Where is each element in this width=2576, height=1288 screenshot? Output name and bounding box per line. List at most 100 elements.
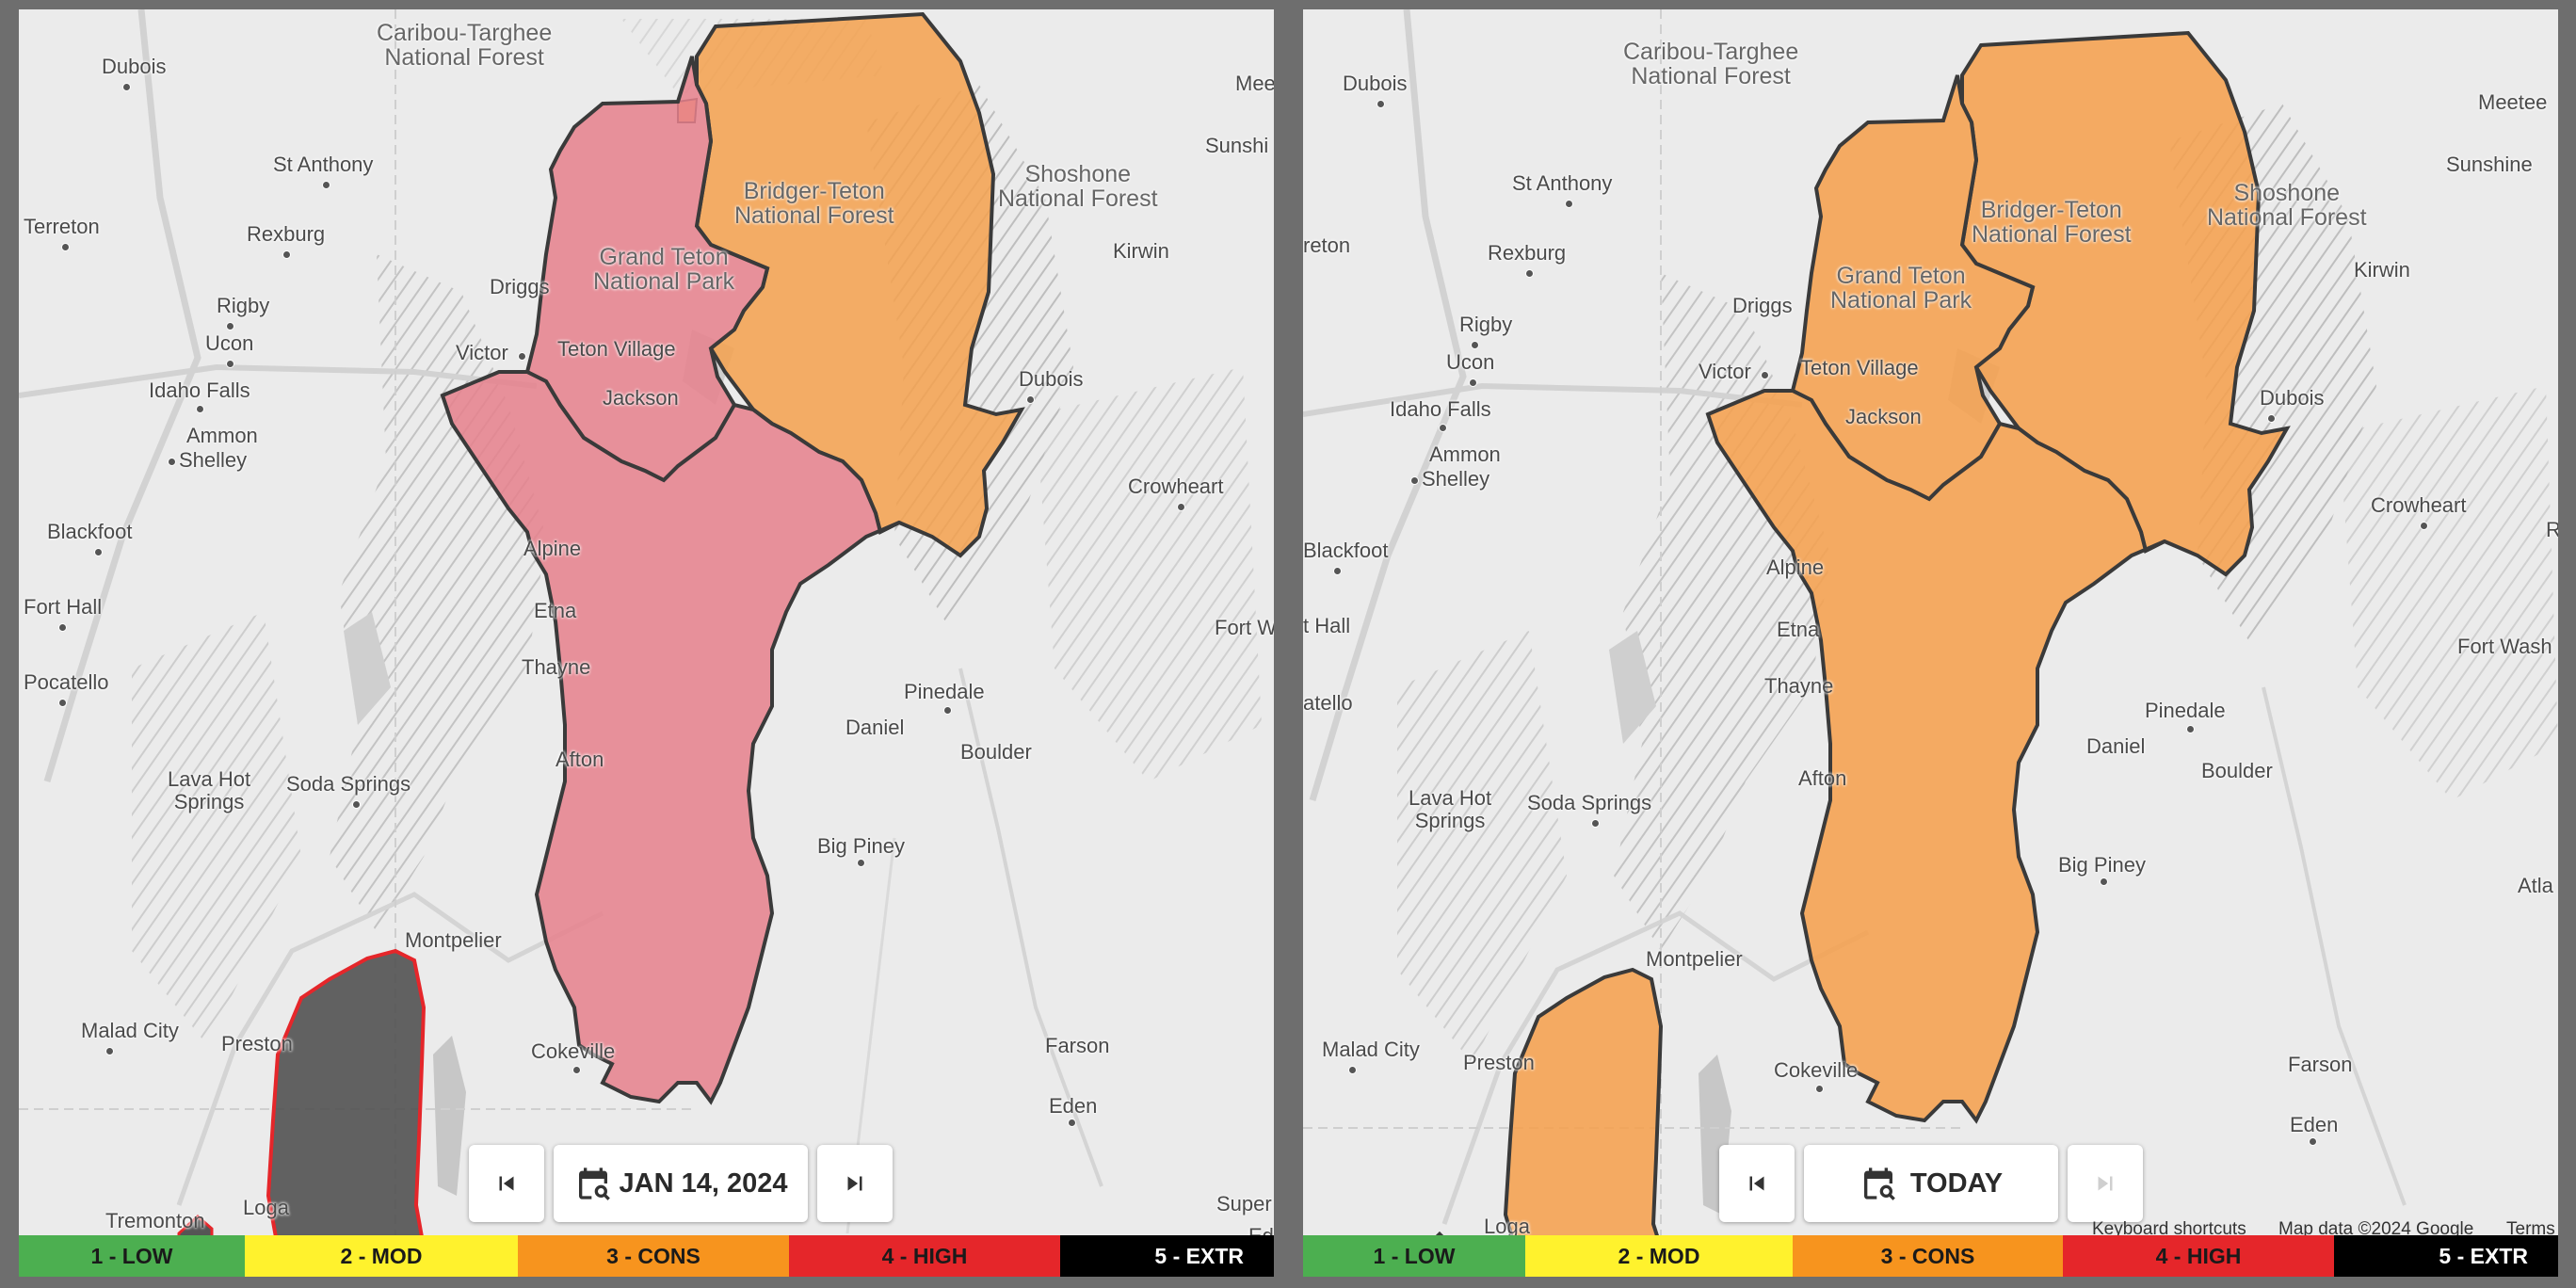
town-dot — [226, 360, 234, 368]
town-label: Eden — [2290, 1113, 2339, 1136]
town-label: Rexburg — [247, 222, 326, 246]
town-dot — [572, 1066, 581, 1074]
town-label: Kirwin — [2354, 258, 2410, 282]
terms-link[interactable]: Terms — [2506, 1219, 2555, 1239]
map-canvas[interactable] — [1303, 9, 2558, 1248]
town-dot — [105, 1047, 114, 1055]
skip-next-icon — [2098, 1176, 2113, 1191]
town-label: Cokeville — [531, 1039, 616, 1063]
calendar-search-icon — [578, 1167, 610, 1200]
town-dot — [1410, 476, 1419, 485]
town-label: Kirwin — [1113, 239, 1169, 263]
town-label: Blackfoot — [47, 520, 133, 543]
town-label: Shelley — [1422, 467, 1490, 491]
road — [2262, 686, 2407, 1206]
town-dot — [2420, 522, 2428, 530]
town-dot — [518, 352, 526, 361]
town-dot — [226, 322, 234, 330]
town-label: Fort Hall — [24, 595, 103, 619]
label-text: Grand Teton National Park — [1830, 263, 1972, 314]
right-map-panel[interactable]: Caribou-Targhee National Forest Bridger-… — [1303, 9, 2558, 1248]
town-label: Farson — [2288, 1053, 2353, 1076]
previous-day-button[interactable] — [469, 1145, 544, 1222]
zone-south[interactable] — [1705, 389, 2165, 1124]
town-label: Dubois — [1343, 72, 1408, 95]
town-label: Loga — [243, 1196, 289, 1219]
label-text: Caribou-Targhee National Forest — [377, 20, 553, 71]
label-text: Bridger-Teton National Forest — [1972, 197, 2132, 248]
town-label: Soda Springs — [286, 772, 411, 796]
town-dot — [58, 699, 67, 707]
highway — [43, 9, 201, 783]
town-label: Mee — [1235, 72, 1274, 95]
mountain-terrain — [1397, 631, 1567, 1064]
town-label: Pinedale — [904, 680, 985, 703]
date-label: JAN 14, 2024 — [619, 1167, 788, 1199]
town-label: Daniel — [2086, 734, 2146, 758]
date-picker-button[interactable]: TODAY — [1804, 1145, 2058, 1222]
town-label: Etna — [534, 599, 577, 622]
town-dot — [122, 83, 131, 91]
town-label: Terreton — [24, 215, 100, 238]
town-label: St Anthony — [1512, 171, 1613, 195]
zone-far-south[interactable] — [266, 948, 427, 1248]
town-label: Fort W — [1215, 616, 1274, 639]
previous-day-button[interactable] — [1719, 1145, 1795, 1222]
town-dot — [857, 859, 865, 867]
skip-previous-icon — [499, 1176, 514, 1191]
forest-label: Caribou-Targhee National Forest — [377, 21, 552, 70]
town-dot — [1026, 395, 1035, 404]
town-label: Tremonton — [105, 1209, 205, 1232]
town-dot — [1469, 378, 1477, 387]
zone-south[interactable] — [440, 370, 900, 1105]
left-map-panel[interactable]: Caribou-Targhee National Forest Bridger-… — [19, 9, 1274, 1248]
town-label: Daniel — [845, 716, 905, 739]
legend-low: 1 - LOW — [1303, 1235, 1525, 1277]
town-dot — [58, 623, 67, 632]
legend-considerable: 3 - CONS — [1793, 1235, 2063, 1277]
reservoir — [344, 612, 391, 725]
town-label: Victor — [456, 341, 508, 364]
zone-far-south[interactable] — [1503, 967, 1664, 1248]
skip-previous-icon — [1749, 1176, 1764, 1191]
town-label: Driggs — [1732, 294, 1793, 317]
legend-high: 4 - HIGH — [789, 1235, 1060, 1277]
keyboard-shortcuts-link[interactable]: Keyboard shortcuts — [2092, 1219, 2246, 1239]
town-label: Afton — [1798, 766, 1847, 790]
town-dot — [168, 458, 176, 466]
town-label: Big Piney — [2058, 853, 2146, 877]
town-dot — [2186, 725, 2195, 733]
town-label: Eden — [1049, 1094, 1098, 1118]
forest-label: Shoshone National Forest — [2207, 181, 2367, 230]
town-label: Thayne — [522, 655, 591, 679]
town-label: Teton Village — [557, 337, 676, 361]
date-label: TODAY — [1909, 1167, 2004, 1199]
town-label: Ucon — [205, 331, 254, 355]
town-dot — [282, 250, 291, 259]
town-dot — [1471, 341, 1479, 349]
town-label: Blackfoot — [1303, 539, 1389, 562]
town-label: Idaho Falls — [1390, 397, 1491, 421]
town-label: Rexburg — [1488, 241, 1567, 265]
date-picker-button[interactable]: JAN 14, 2024 — [554, 1145, 808, 1222]
legend-considerable: 3 - CONS — [518, 1235, 789, 1277]
town-label: Crowheart — [1128, 475, 1224, 498]
town-label: Ammon — [186, 424, 258, 447]
map-data-attribution: Map data ©2024 Google — [2278, 1219, 2474, 1239]
town-label: Lava Hot Springs — [1409, 787, 1491, 832]
danger-legend-right: 1 - LOW 2 - MOD 3 - CONS 4 - HIGH 5 - EX… — [1303, 1235, 2558, 1277]
legend-low: 1 - LOW — [19, 1235, 245, 1277]
town-dot — [1565, 200, 1573, 208]
highway — [176, 892, 604, 1206]
town-label: Etna — [1777, 618, 1820, 641]
town-dot — [1815, 1085, 1824, 1093]
town-dot — [1377, 100, 1385, 108]
next-day-button-disabled — [2068, 1145, 2143, 1222]
label-text: Grand Teton National Park — [593, 244, 735, 295]
town-label: Ammon — [1429, 443, 1501, 466]
town-label: Teton Village — [1800, 356, 1919, 379]
map-canvas[interactable] — [19, 9, 1274, 1248]
town-label: Jackson — [603, 386, 679, 410]
town-label: Fort Wash — [2457, 635, 2552, 658]
next-day-button[interactable] — [817, 1145, 893, 1222]
